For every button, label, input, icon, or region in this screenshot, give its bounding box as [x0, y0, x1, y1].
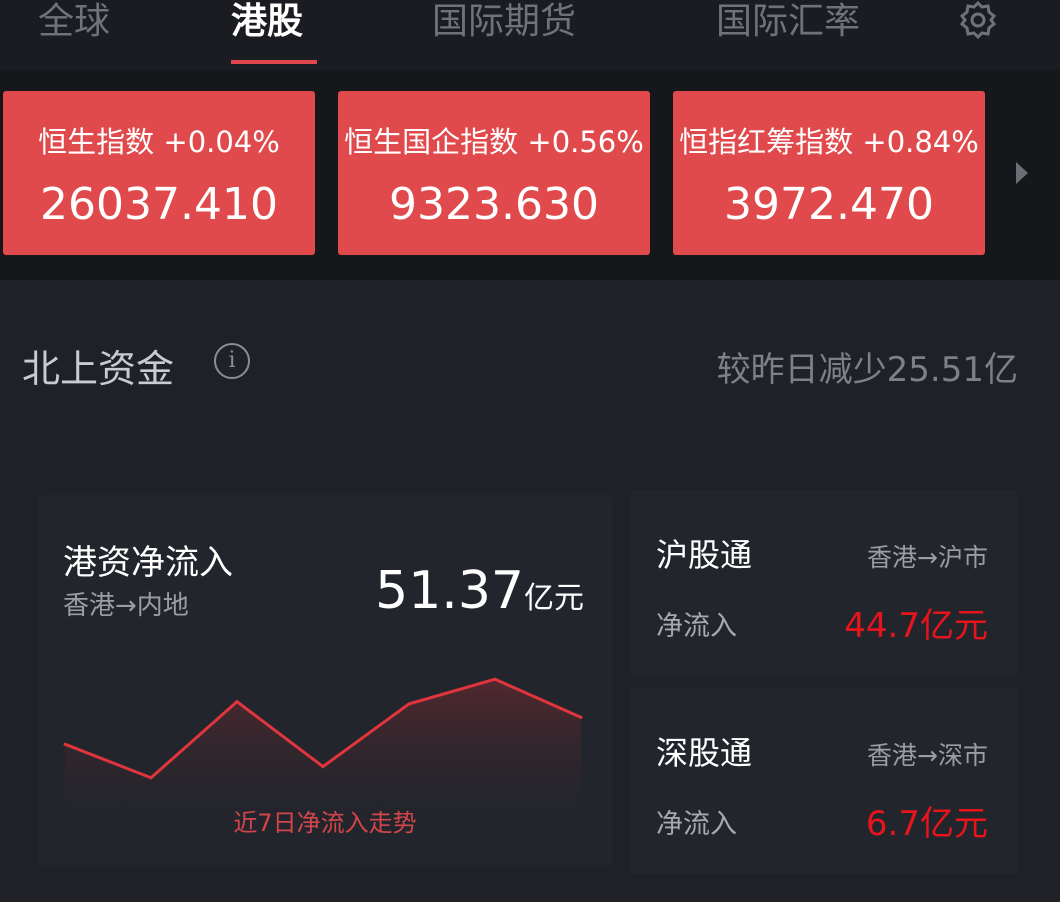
- hk-net-inflow-panel[interactable]: 港资净流入 香港→内地 51.37亿元 近7日净流入走势: [38, 495, 612, 867]
- tab-hk-stocks[interactable]: 港股: [231, 1, 304, 42]
- connect-route: 香港→深市: [867, 741, 988, 770]
- net-inflow-value: 51.37亿元: [375, 561, 584, 621]
- info-icon[interactable]: i: [214, 343, 250, 379]
- active-tab-indicator: [231, 60, 317, 64]
- connect-value: 44.7亿元: [844, 606, 988, 646]
- index-card-hscci[interactable]: 恒指红筹指数 +0.84% 3972.470: [673, 91, 985, 255]
- panel-title: 港资净流入: [63, 543, 233, 583]
- index-title: 恒生国企指数 +0.56%: [344, 125, 644, 159]
- index-value: 3972.470: [724, 179, 934, 230]
- tab-intl-fx[interactable]: 国际汇率: [716, 1, 861, 42]
- panel-route: 香港→内地: [63, 591, 189, 621]
- connect-title: 深股通: [656, 734, 753, 772]
- index-value: 9323.630: [389, 179, 599, 230]
- trend-point: [321, 765, 325, 769]
- connect-route: 香港→沪市: [867, 543, 988, 572]
- connect-value: 6.7亿元: [865, 804, 988, 844]
- chart-caption: 近7日净流入走势: [233, 809, 417, 837]
- tab-global[interactable]: 全球: [38, 1, 111, 42]
- sh-connect-panel[interactable]: 沪股通 香港→沪市 净流入 44.7亿元: [630, 490, 1018, 676]
- trend-area: [65, 679, 581, 835]
- index-title: 恒生指数 +0.04%: [38, 125, 280, 159]
- section-title: 北上资金: [22, 347, 175, 391]
- value-unit: 亿元: [524, 581, 584, 616]
- trend-point: [63, 742, 67, 746]
- top-tab-bar: 全球 港股 国际期货 国际汇率: [0, 0, 1060, 70]
- connect-title: 沪股通: [656, 536, 753, 574]
- trend-point: [493, 677, 497, 681]
- sz-connect-panel[interactable]: 深股通 香港→深市 净流入 6.7亿元: [630, 688, 1018, 874]
- gear-icon[interactable]: [958, 0, 998, 40]
- index-card-hscei[interactable]: 恒生国企指数 +0.56% 9323.630: [338, 91, 650, 255]
- tab-intl-futures[interactable]: 国际期货: [432, 1, 577, 42]
- change-text: 较昨日减少25.51亿: [716, 350, 1018, 390]
- trend-chart: [63, 677, 583, 835]
- index-card-hsi[interactable]: 恒生指数 +0.04% 26037.410: [3, 91, 315, 255]
- trend-point: [579, 715, 583, 719]
- trend-point: [149, 776, 153, 780]
- trend-point: [407, 702, 411, 706]
- index-value: 26037.410: [40, 179, 278, 230]
- scroll-right-arrow-icon[interactable]: [1016, 162, 1028, 184]
- index-title: 恒指红筹指数 +0.84%: [679, 125, 979, 159]
- connect-label: 净流入: [656, 809, 737, 840]
- trend-point: [235, 700, 239, 704]
- value-number: 51.37: [375, 561, 524, 621]
- connect-label: 净流入: [656, 611, 737, 642]
